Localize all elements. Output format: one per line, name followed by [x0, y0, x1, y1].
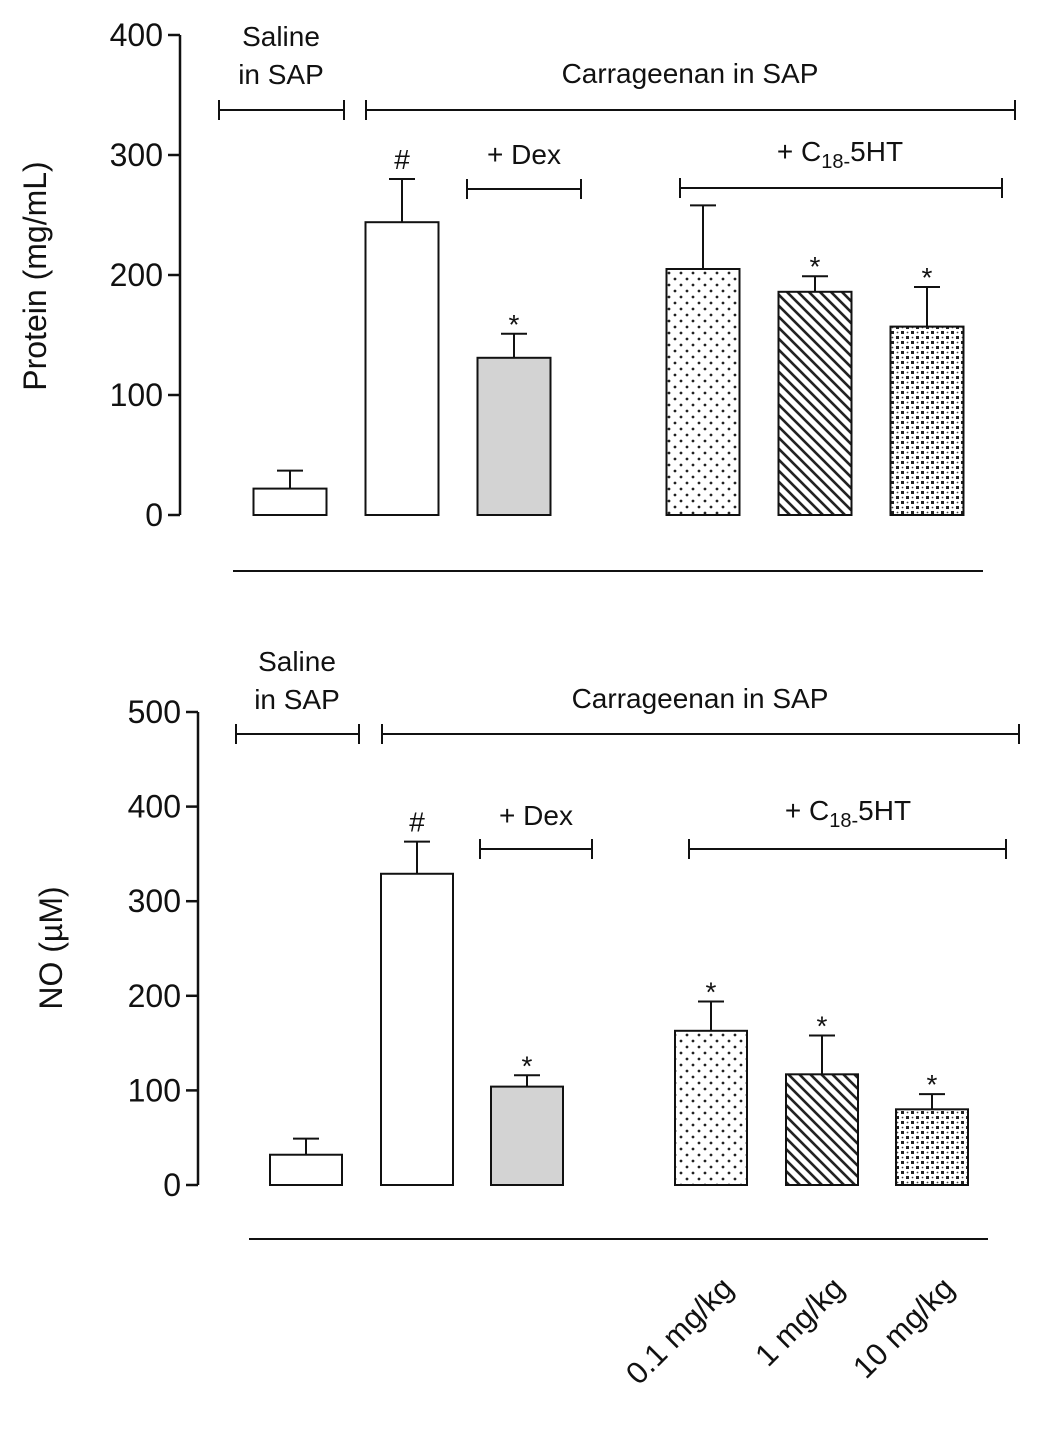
no-significance-asterisk: * — [522, 1050, 533, 1081]
protein-saline-label-line2: in SAP — [238, 59, 324, 90]
no-x-tick-label: 10 mg/kg — [846, 1270, 961, 1385]
protein-saline-bracket — [218, 100, 345, 120]
protein-y-axis-label: Protein (mg/mL) — [17, 161, 53, 390]
protein-c18-bracket — [679, 178, 1003, 198]
no-significance-hash: # — [409, 807, 425, 838]
protein-y-ticks: 0 100 200 300 400 — [110, 17, 180, 533]
no-dex-label: + Dex — [499, 800, 573, 831]
protein-bars: # * * * — [252, 144, 965, 517]
protein-significance-asterisk: * — [922, 262, 933, 293]
no-bar — [490, 1085, 564, 1186]
no-bar — [380, 872, 454, 1186]
protein-y-tick-label: 300 — [110, 137, 163, 173]
protein-carrageenan-label: Carrageenan in SAP — [562, 58, 819, 89]
no-panel: NO (µM) 0 100 200 300 400 500 # * * * * Saline in… — [33, 646, 1020, 1391]
protein-y-tick-label: 0 — [145, 497, 163, 533]
no-y-tick-label: 200 — [128, 978, 181, 1014]
protein-bar — [476, 356, 552, 516]
protein-carrageenan-bracket — [365, 100, 1016, 120]
no-bar — [785, 1073, 859, 1186]
no-y-axis-label: NO (µM) — [33, 886, 69, 1009]
no-carrageenan-bracket — [381, 724, 1020, 744]
protein-bar — [364, 221, 440, 516]
no-y-tick-label: 400 — [128, 789, 181, 825]
no-y-tick-label: 500 — [128, 694, 181, 730]
no-bar — [269, 1153, 343, 1187]
protein-panel: Protein (mg/mL) 0 100 200 300 400 # * * * Salin… — [17, 17, 1016, 572]
no-bars: # * * * * — [269, 807, 969, 1187]
no-saline-label-line2: in SAP — [254, 684, 340, 715]
protein-bar — [665, 268, 741, 516]
protein-y-tick-label: 100 — [110, 377, 163, 413]
protein-saline-label-line1: Saline — [242, 21, 320, 52]
protein-dex-label: + Dex — [487, 139, 561, 170]
protein-y-tick-label: 400 — [110, 17, 163, 53]
no-x-tick-label: 1 mg/kg — [748, 1270, 851, 1373]
no-significance-asterisk: * — [817, 1011, 828, 1042]
no-significance-asterisk: * — [927, 1069, 938, 1100]
no-y-tick-label: 300 — [128, 883, 181, 919]
protein-bar — [252, 487, 328, 517]
no-significance-asterisk: * — [706, 976, 717, 1007]
no-carrageenan-label: Carrageenan in SAP — [572, 683, 829, 714]
no-x-tick-label: 0.1 mg/kg — [619, 1270, 740, 1391]
no-c18-bracket — [688, 839, 1007, 859]
protein-y-tick-label: 200 — [110, 257, 163, 293]
protein-dex-bracket — [466, 179, 582, 199]
protein-c18-label: + C18-5HT — [777, 136, 903, 173]
protein-significance-hash: # — [394, 144, 410, 175]
no-dex-bracket — [479, 839, 593, 859]
no-bar — [895, 1108, 969, 1186]
no-y-ticks: 0 100 200 300 400 500 — [128, 694, 198, 1203]
no-c18-label: + C18-5HT — [785, 795, 911, 832]
no-bar — [674, 1029, 748, 1186]
protein-bar — [889, 325, 965, 516]
no-y-tick-label: 0 — [163, 1167, 181, 1203]
no-saline-label-line1: Saline — [258, 646, 336, 677]
protein-bar — [777, 290, 853, 516]
protein-significance-asterisk: * — [810, 251, 821, 282]
no-y-tick-label: 100 — [128, 1072, 181, 1108]
protein-significance-asterisk: * — [509, 309, 520, 340]
no-saline-bracket — [235, 724, 360, 744]
